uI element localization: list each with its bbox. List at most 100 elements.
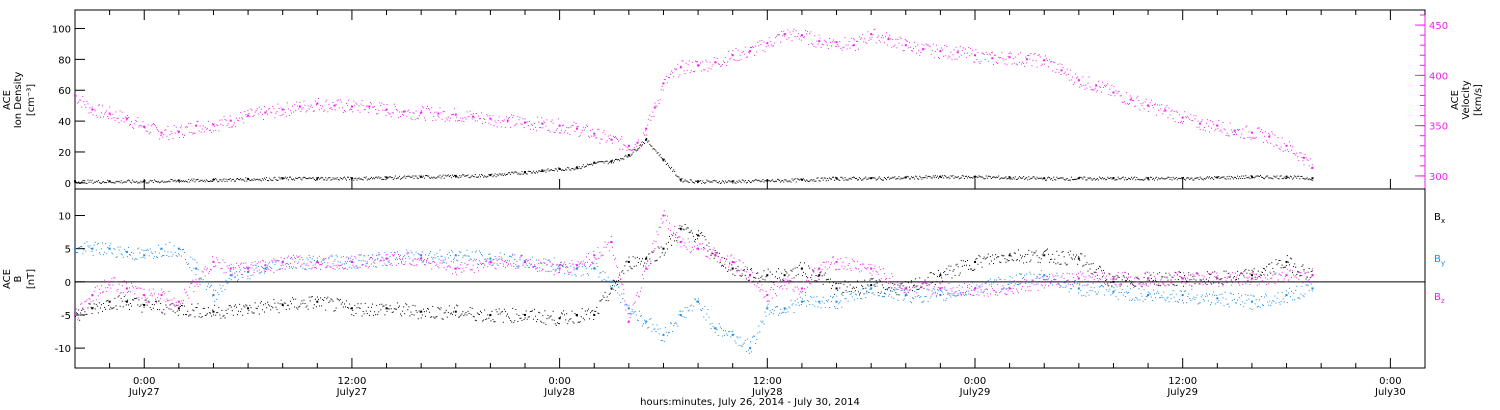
trace-dot bbox=[810, 295, 812, 297]
trace-dot bbox=[1149, 293, 1151, 295]
trace-dot bbox=[1049, 177, 1051, 179]
trace-dot bbox=[890, 38, 892, 40]
trace-dot bbox=[417, 318, 419, 320]
trace-dot bbox=[347, 176, 349, 178]
trace-dot bbox=[161, 311, 163, 313]
trace-dot bbox=[1308, 165, 1310, 167]
trace-dot bbox=[1290, 145, 1291, 147]
trace-dot bbox=[908, 178, 910, 180]
trace-dot bbox=[619, 294, 621, 296]
trace-dot bbox=[1254, 137, 1256, 139]
trace-dot bbox=[1265, 176, 1267, 178]
trace-dot bbox=[810, 31, 812, 33]
trace-dot bbox=[439, 249, 441, 251]
trace-dot bbox=[1176, 111, 1178, 113]
trace-dot bbox=[977, 291, 979, 293]
trace-dot bbox=[770, 44, 772, 46]
trace-dot bbox=[1134, 176, 1136, 178]
trace-dot bbox=[356, 179, 358, 181]
trace-dot bbox=[1119, 95, 1121, 97]
trace-dot bbox=[1211, 127, 1213, 129]
trace-dot bbox=[1169, 274, 1171, 276]
trace-dot bbox=[555, 168, 557, 170]
trace-dot bbox=[202, 279, 204, 281]
trace-dot bbox=[879, 177, 881, 179]
trace-dot bbox=[1183, 176, 1185, 178]
trace-dot bbox=[196, 179, 198, 181]
trace-dot bbox=[1242, 128, 1244, 130]
trace-dot bbox=[623, 293, 625, 295]
data-point bbox=[472, 115, 475, 118]
trace-dot bbox=[1030, 52, 1032, 54]
trace-dot bbox=[392, 112, 394, 114]
data-point bbox=[385, 108, 388, 111]
trace-dot bbox=[301, 257, 303, 259]
trace-dot bbox=[488, 122, 490, 124]
trace-dot bbox=[1247, 137, 1249, 139]
trace-dot bbox=[835, 307, 837, 309]
trace-dot bbox=[384, 314, 386, 316]
trace-dot bbox=[289, 257, 291, 259]
trace-dot bbox=[240, 311, 242, 313]
data-point bbox=[575, 127, 578, 130]
trace-dot bbox=[949, 178, 951, 180]
trace-dot bbox=[1043, 177, 1045, 179]
trace-dot bbox=[849, 284, 851, 286]
trace-dot bbox=[448, 176, 450, 178]
trace-dot bbox=[126, 180, 128, 182]
trace-dot bbox=[592, 164, 594, 166]
trace-dot bbox=[204, 275, 206, 277]
trace-dot bbox=[895, 178, 897, 180]
trace-dot bbox=[134, 259, 136, 261]
trace-dot bbox=[1200, 279, 1202, 281]
trace-dot bbox=[564, 273, 566, 275]
trace-dot bbox=[944, 175, 946, 177]
trace-dot bbox=[357, 109, 359, 111]
trace-dot bbox=[198, 180, 200, 182]
trace-dot bbox=[76, 312, 78, 314]
trace-dot bbox=[269, 305, 271, 307]
trace-dot bbox=[97, 312, 99, 314]
trace-dot bbox=[1101, 91, 1102, 93]
trace-dot bbox=[755, 277, 757, 279]
trace-dot bbox=[462, 311, 464, 313]
trace-dot bbox=[1092, 178, 1094, 180]
trace-dot bbox=[175, 255, 177, 257]
trace-dot bbox=[170, 179, 172, 181]
trace-dot bbox=[459, 175, 461, 177]
trace-dot bbox=[615, 282, 616, 284]
trace-dot bbox=[203, 307, 205, 309]
trace-dot bbox=[474, 319, 476, 321]
trace-dot bbox=[1202, 298, 1204, 300]
trace-dot bbox=[240, 112, 242, 114]
trace-dot bbox=[990, 285, 992, 287]
trace-dot bbox=[105, 308, 107, 310]
trace-dot bbox=[1153, 293, 1155, 295]
trace-dot bbox=[574, 313, 576, 315]
data-point bbox=[108, 112, 111, 115]
trace-dot bbox=[1090, 286, 1092, 288]
trace-dot bbox=[1123, 101, 1125, 103]
trace-dot bbox=[1129, 280, 1131, 282]
trace-dot bbox=[1272, 133, 1274, 135]
trace-dot bbox=[482, 255, 484, 257]
trace-dot bbox=[987, 60, 989, 62]
trace-dot bbox=[502, 175, 504, 177]
trace-dot bbox=[611, 159, 613, 161]
trace-dot bbox=[689, 71, 691, 73]
trace-dot bbox=[629, 313, 631, 315]
trace-dot bbox=[424, 175, 426, 177]
trace-dot bbox=[420, 110, 422, 112]
trace-dot bbox=[1156, 114, 1158, 116]
trace-dot bbox=[678, 76, 680, 78]
trace-dot bbox=[1254, 303, 1256, 305]
trace-dot bbox=[476, 120, 478, 122]
data-point bbox=[350, 177, 353, 180]
trace-dot bbox=[761, 180, 763, 182]
trace-dot bbox=[636, 149, 638, 151]
trace-dot bbox=[725, 267, 727, 269]
trace-dot bbox=[372, 254, 373, 256]
trace-dot bbox=[93, 244, 95, 246]
trace-dot bbox=[388, 176, 390, 178]
trace-dot bbox=[478, 118, 480, 120]
